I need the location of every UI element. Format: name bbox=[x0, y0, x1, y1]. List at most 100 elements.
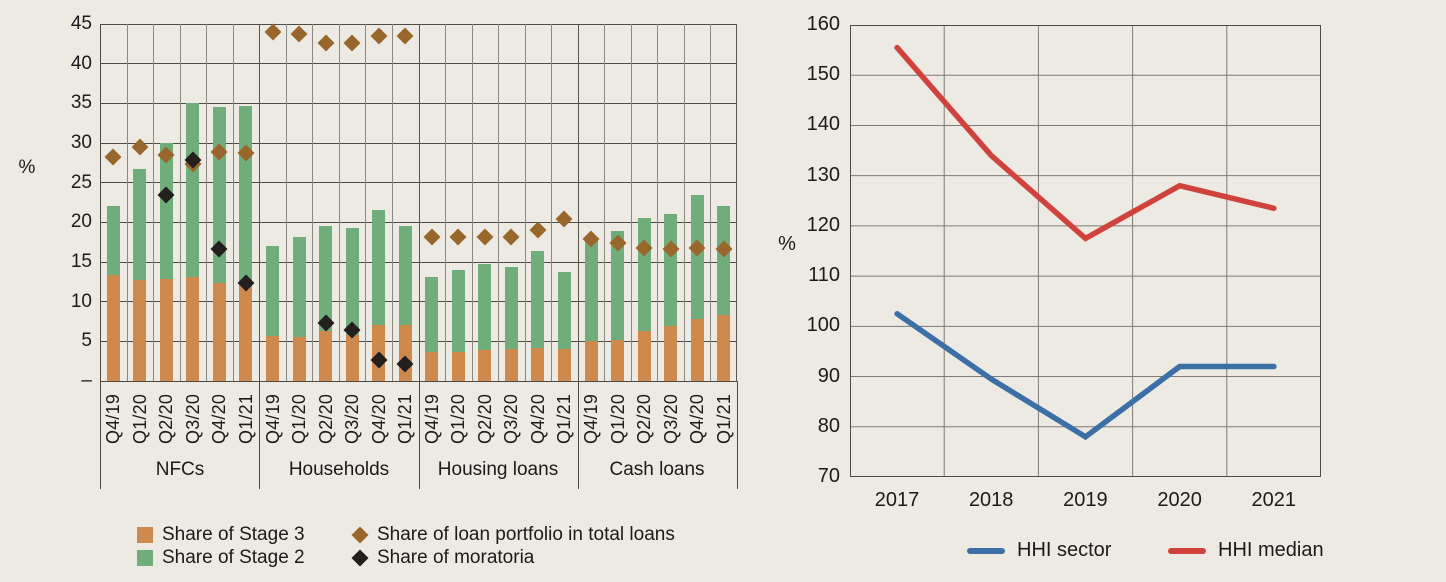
stage2-bar-segment bbox=[186, 103, 200, 278]
group-separator-tick bbox=[259, 381, 261, 489]
hhi-median-line bbox=[894, 44, 1277, 242]
x-tick-label: Q1/21 bbox=[235, 393, 256, 444]
x-tick-label: Q2/20 bbox=[156, 393, 177, 444]
stage3-bar-segment bbox=[239, 285, 253, 381]
stage3-bar-segment bbox=[292, 336, 306, 381]
x-tick-label: Q4/19 bbox=[262, 393, 283, 444]
left-y-axis-unit: % bbox=[18, 157, 36, 178]
group-boundary-line bbox=[577, 24, 579, 381]
y-tick-label: 160 bbox=[806, 13, 840, 35]
stage3-bar-segment bbox=[425, 352, 439, 381]
x-tick-label: 2021 bbox=[1251, 489, 1297, 511]
group-label-households: Households bbox=[288, 459, 390, 480]
left-y-axis-line bbox=[100, 24, 101, 381]
v-gridline bbox=[153, 24, 155, 381]
portfolio-share-diamond bbox=[104, 148, 122, 166]
x-tick-label: Q4/20 bbox=[527, 393, 548, 444]
x-tick-label: Q1/21 bbox=[713, 393, 734, 444]
stage3-bar-segment bbox=[584, 340, 598, 381]
y-tick-label: 70 bbox=[817, 465, 840, 487]
stage2-swatch bbox=[137, 550, 153, 566]
stage2-bar-segment bbox=[664, 213, 678, 327]
stage3-bar-segment bbox=[611, 339, 625, 381]
portfolio-share-diamond bbox=[555, 210, 573, 228]
y-tick-label: 10 bbox=[70, 290, 92, 312]
v-gridline bbox=[604, 24, 606, 381]
x-tick-label: Q1/21 bbox=[395, 393, 416, 444]
legend-hhi-median-label: HHI median bbox=[1218, 539, 1324, 561]
v-gridline bbox=[338, 24, 340, 381]
legend-hhi-median: HHI median bbox=[1168, 539, 1324, 562]
x-tick-label: Q3/20 bbox=[660, 393, 681, 444]
stage2-bar-segment bbox=[319, 226, 333, 332]
y-tick-label-zero: – bbox=[81, 370, 92, 391]
y-tick-label: 25 bbox=[70, 171, 92, 193]
x-tick-label: 2019 bbox=[1063, 489, 1108, 511]
x-tick-label: Q4/19 bbox=[421, 393, 442, 444]
v-gridline bbox=[471, 24, 473, 381]
y-tick-label: 20 bbox=[70, 211, 92, 233]
y-tick-label: 5 bbox=[81, 330, 92, 352]
stage3-bar-segment bbox=[345, 334, 359, 381]
stage3-bar-segment bbox=[690, 319, 704, 381]
stage2-bar-segment bbox=[531, 250, 545, 349]
portfolio-share-diamond bbox=[476, 228, 494, 246]
portfolio-share-diamond bbox=[317, 34, 335, 52]
stage2-bar-segment bbox=[292, 237, 306, 337]
x-tick-label: Q2/20 bbox=[634, 393, 655, 444]
x-tick-label: 2017 bbox=[874, 489, 920, 511]
hhi-median-line-icon bbox=[1168, 547, 1206, 554]
portfolio-share-diamond bbox=[264, 23, 282, 41]
stage2-bar-segment bbox=[611, 231, 625, 340]
v-gridline bbox=[179, 24, 181, 381]
x-tick-label: 2018 bbox=[968, 489, 1014, 511]
y-tick-label: 100 bbox=[806, 314, 840, 337]
x-tick-label: Q1/20 bbox=[448, 393, 469, 444]
v-gridline bbox=[391, 24, 393, 381]
stage2-bar-segment bbox=[584, 238, 598, 341]
stage3-bar-segment bbox=[266, 335, 280, 381]
y-tick-label: 40 bbox=[70, 52, 92, 74]
hhi-sector-line bbox=[894, 311, 1277, 441]
y-tick-label: 45 bbox=[70, 13, 92, 34]
stage2-bar-segment bbox=[398, 225, 412, 325]
stage3-bar-segment bbox=[186, 277, 200, 381]
moratoria-diamond-icon bbox=[351, 549, 369, 567]
x-tick-label: Q4/19 bbox=[581, 393, 602, 444]
stage2-bar-segment bbox=[690, 194, 704, 320]
stage2-bar-segment bbox=[425, 277, 439, 353]
stage3-bar-segment bbox=[717, 315, 731, 381]
legend-stage3: Share of Stage 3 bbox=[137, 524, 305, 546]
stage2-bar-segment bbox=[266, 246, 280, 336]
stage3-bar-segment bbox=[451, 351, 465, 381]
right-y-axis-unit: % bbox=[778, 233, 796, 255]
legend-hhi-sector-label: HHI sector bbox=[1017, 539, 1112, 561]
group-separator-tick bbox=[100, 381, 101, 489]
y-tick-label: 30 bbox=[70, 132, 92, 153]
portfolio-share-diamond bbox=[290, 25, 308, 43]
stage2-bar-segment bbox=[504, 266, 518, 350]
left-plot-area bbox=[100, 23, 737, 382]
right-plot-area bbox=[849, 24, 1321, 478]
stage2-bar-segment bbox=[717, 205, 731, 316]
portfolio-share-diamond bbox=[423, 228, 441, 246]
legend-moratoria: Share of moratoria bbox=[351, 547, 534, 569]
stage2-bar-segment bbox=[345, 227, 359, 335]
x-tick-label: Q4/20 bbox=[209, 393, 230, 444]
hhi-sector-line-icon bbox=[967, 547, 1005, 554]
legend-hhi-sector: HHI sector bbox=[967, 539, 1111, 562]
plot-border bbox=[850, 25, 1321, 477]
stage3-bar-segment bbox=[531, 348, 545, 381]
portfolio-share-diamond bbox=[449, 228, 467, 246]
stage2-bar-segment bbox=[478, 263, 492, 351]
x-tick-label: 2020 bbox=[1157, 489, 1202, 511]
x-tick-label: Q1/20 bbox=[607, 393, 628, 444]
v-gridline bbox=[683, 24, 685, 381]
v-gridline bbox=[524, 24, 526, 381]
portfolio-share-diamond bbox=[529, 221, 547, 239]
legend-stage2: Share of Stage 2 bbox=[137, 547, 305, 569]
stage3-bar-segment bbox=[504, 349, 518, 381]
x-tick-label: Q1/20 bbox=[129, 393, 150, 444]
stage3-bar-segment bbox=[637, 331, 651, 381]
v-gridline bbox=[365, 24, 367, 381]
